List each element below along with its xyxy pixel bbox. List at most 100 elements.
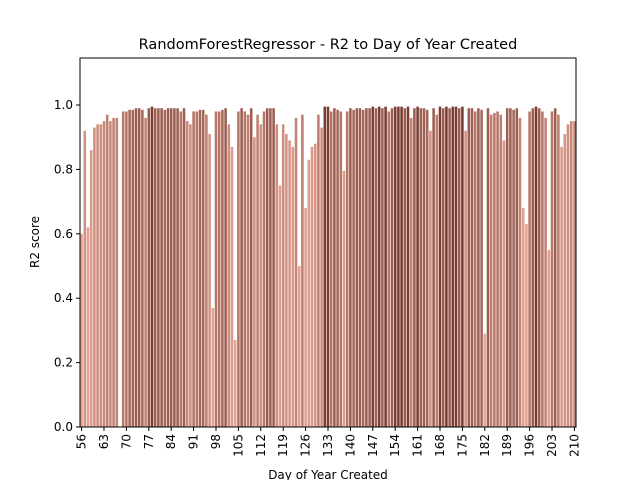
bar: [281, 124, 285, 428]
bar: [483, 333, 487, 427]
bar: [269, 108, 272, 427]
x-tick-label: 112: [254, 434, 268, 457]
x-tick-label: 147: [366, 434, 380, 457]
bar: [272, 108, 275, 427]
bar: [518, 117, 522, 428]
bar: [147, 108, 151, 427]
bar: [211, 307, 215, 427]
x-tick-label: 168: [433, 434, 447, 457]
bar: [534, 106, 538, 427]
bar: [96, 124, 99, 428]
bar: [342, 171, 346, 427]
bar: [515, 108, 519, 427]
bar: [217, 111, 221, 428]
bar: [214, 111, 218, 428]
bar: [358, 108, 362, 427]
bar: [259, 124, 263, 428]
bar: [480, 109, 483, 427]
bar: [550, 111, 554, 428]
bar: [166, 108, 170, 427]
bar: [329, 111, 333, 428]
y-tick-label: 0.4: [54, 291, 73, 305]
bar: [477, 108, 480, 427]
bar: [461, 106, 464, 427]
bar: [157, 108, 160, 427]
bar: [365, 108, 368, 427]
bar: [137, 108, 141, 427]
bar: [201, 109, 205, 427]
bar: [115, 117, 119, 428]
bar: [403, 108, 407, 427]
bar: [326, 106, 330, 427]
bar: [185, 121, 189, 427]
bar: [438, 106, 442, 427]
bar: [224, 108, 227, 427]
bar: [182, 108, 186, 427]
bar: [86, 227, 90, 427]
bar: [470, 108, 474, 427]
bar: [275, 124, 279, 428]
bar: [528, 111, 531, 428]
bar: [198, 109, 202, 427]
bar: [451, 106, 455, 427]
x-tick-label: 98: [209, 434, 223, 449]
bar: [441, 108, 445, 427]
bar: [221, 109, 224, 427]
bar: [557, 114, 560, 427]
bar: [294, 117, 298, 428]
bar: [304, 208, 307, 427]
bar: [256, 114, 259, 427]
x-tick-label: 189: [500, 434, 514, 457]
bar: [374, 108, 378, 427]
bar: [429, 130, 432, 427]
bar: [253, 137, 256, 428]
x-tick-label: 210: [567, 434, 581, 457]
bar: [189, 124, 192, 428]
bar: [128, 109, 131, 427]
bar: [249, 108, 253, 427]
bar: [393, 106, 397, 427]
bar: [464, 130, 467, 427]
bar: [80, 233, 83, 427]
bar: [569, 121, 573, 427]
y-tick-label: 0.6: [54, 227, 73, 241]
bar: [361, 109, 365, 427]
bar: [432, 108, 435, 427]
bar: [208, 133, 211, 427]
x-tick-label: 203: [545, 434, 559, 457]
bar: [125, 111, 128, 428]
x-tick-label: 154: [388, 434, 402, 457]
bar: [560, 146, 563, 427]
bar: [419, 108, 423, 427]
chart-title: RandomForestRegressor - R2 to Day of Yea…: [139, 37, 518, 53]
bar: [422, 108, 426, 427]
bar: [493, 113, 496, 427]
bar: [323, 106, 327, 427]
bar: [352, 109, 355, 427]
bar: [240, 108, 243, 427]
bar: [339, 111, 343, 428]
bar: [406, 106, 410, 427]
bar: [400, 106, 403, 427]
bar: [310, 146, 314, 427]
x-tick-label: 196: [523, 434, 537, 457]
bar: [153, 108, 157, 427]
bar: [233, 340, 237, 427]
bar: [531, 108, 535, 427]
bar: [454, 106, 458, 427]
bar: [435, 114, 439, 427]
y-tick-label: 0.2: [54, 356, 73, 370]
y-axis-label: R2 score: [28, 216, 42, 268]
bar: [262, 111, 266, 428]
bar: [105, 114, 109, 427]
bar: [313, 143, 317, 427]
bar: [291, 146, 295, 427]
y-tick-label: 0.8: [54, 162, 73, 176]
bar: [163, 109, 167, 427]
x-tick-label: 63: [97, 434, 111, 449]
bar: [301, 114, 304, 427]
bar: [179, 111, 183, 428]
bar: [89, 150, 93, 428]
bar: [566, 124, 570, 428]
bar: [473, 111, 477, 428]
